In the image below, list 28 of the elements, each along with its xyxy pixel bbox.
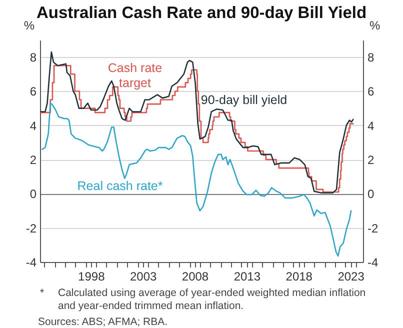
x-tick-label: 2008 <box>182 270 209 284</box>
x-tick-label: 2018 <box>286 270 313 284</box>
y2-tick-label: 8 <box>368 50 374 65</box>
y-tick-label: 8 <box>30 50 37 65</box>
y-tick-label: -4 <box>26 256 37 270</box>
series-label: Cash rate target <box>108 61 162 90</box>
series-label: Real cash rate* <box>77 179 163 193</box>
source-note: Sources: ABS; AFMA; RBA. <box>38 316 168 328</box>
text: * Calculated using average of year-ended weighted median inflation and year-ended trimmed mean inflation. <box>40 287 366 312</box>
y2-tick-label: 4 <box>368 118 374 133</box>
y2-axis-title: % <box>370 18 380 32</box>
y2-tick-label: 6 <box>368 84 374 99</box>
y2-tick-label: -2 <box>368 221 378 236</box>
y-axis-title: % <box>24 18 35 32</box>
y2-tick-label: 0 <box>368 187 374 202</box>
y-tick-label: 4 <box>30 118 37 133</box>
y2-tick-label: 2 <box>368 153 374 168</box>
chart-title: Australian Cash Rate and 90-day Bill Yield <box>36 4 367 22</box>
x-tick-label: 2023 <box>338 270 365 284</box>
x-tick-label: 2003 <box>130 270 157 284</box>
y-tick-label: 6 <box>30 84 37 99</box>
x-tick-label: 2013 <box>234 270 261 284</box>
y-tick-label: 0 <box>30 187 37 202</box>
y-tick-label: -2 <box>26 221 37 236</box>
series-label: 90-day bill yield <box>200 93 288 107</box>
y2-tick-label: -4 <box>368 256 378 270</box>
y-tick-label: 2 <box>30 153 37 168</box>
x-tick-label: 1998 <box>78 270 106 284</box>
